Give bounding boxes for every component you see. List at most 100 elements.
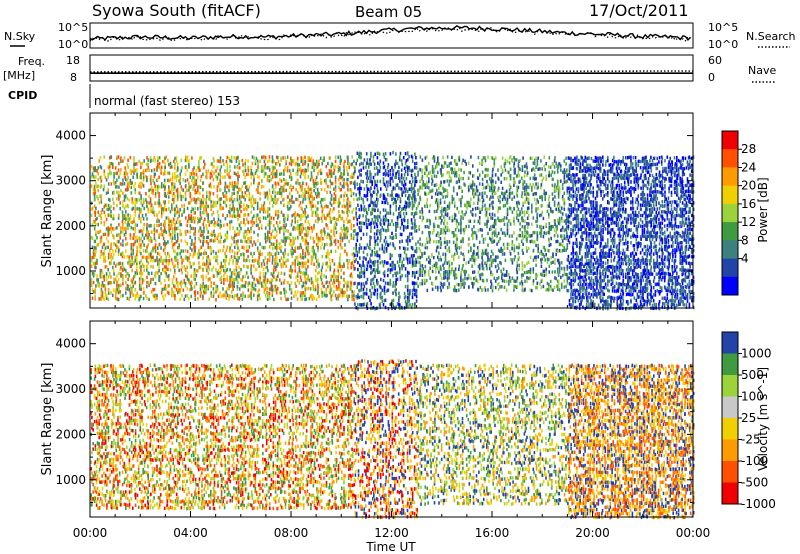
range-cell [309,178,312,182]
range-cell [360,288,363,292]
range-cell [314,255,317,260]
range-cell [205,290,207,294]
range-cell [329,216,332,220]
range-cell [334,238,337,243]
noise-left-tick-bottom: 10^0 [58,38,88,51]
range-cell [385,180,388,184]
range-cell [180,185,183,189]
range-cell [103,249,106,253]
range-cell [105,264,108,269]
range-cell [396,170,399,174]
nsky-label: N.Sky [4,30,36,43]
range-cell [93,249,96,253]
range-cell [338,262,340,266]
range-cell [152,265,154,269]
range-cell [314,181,317,186]
range-cell [146,222,148,227]
range-cell [173,249,175,253]
range-cell [235,156,238,160]
range-cell [448,276,450,280]
range-cell [443,228,446,233]
range-cell [288,283,291,288]
range-cell [134,182,137,186]
range-cell [174,172,176,176]
range-cell [448,249,451,254]
range-cell [341,264,344,269]
range-cell [256,159,259,163]
range-cell [97,230,99,235]
range-cell [333,229,335,233]
range-cell [415,229,418,233]
range-cell [107,190,109,194]
range-cell [456,192,458,196]
range-cell [279,230,281,234]
range-cell [145,192,147,196]
range-cell [202,274,204,278]
range-cell [206,172,208,176]
range-cell [132,248,134,252]
range-cell [224,255,227,259]
range-cell [311,258,314,262]
range-cell [210,291,212,295]
range-cell [199,287,202,291]
range-cell [409,201,411,205]
range-cell [94,297,96,301]
range-cell [436,198,438,202]
range-cell [110,161,113,166]
range-cell [304,190,307,195]
range-cell [309,191,312,196]
range-cell [385,289,388,293]
range-cell [250,264,253,268]
range-cell [168,274,170,278]
range-cell [244,284,246,288]
range-cell [220,235,223,239]
range-cell [298,163,301,167]
range-cell [426,218,429,222]
range-cell [274,172,276,176]
range-cell [419,215,421,219]
range-cell [165,261,168,265]
range-cell [311,294,314,298]
range-cell [280,156,282,160]
range-cell [433,228,435,233]
range-cell [333,268,336,272]
range-cell [415,288,418,293]
range-cell [171,227,174,231]
range-cell [191,178,193,183]
range-cell [344,191,346,195]
range-cell [302,192,304,196]
range-cell [373,190,376,194]
range-cell [193,245,195,250]
range-cell [460,285,462,289]
range-cell [235,182,238,186]
range-cell [244,294,246,298]
range-cell [357,282,359,286]
range-cell [339,155,342,159]
range-cell [439,285,442,290]
range-cell [267,258,269,262]
range-cell [103,184,106,188]
range-cell [141,203,144,208]
range-cell [299,166,302,170]
range-cell [209,176,212,180]
range-cell [372,201,375,205]
range-cell [215,284,217,288]
range-cell [230,195,233,199]
range-cell [146,275,148,279]
range-cell [352,175,355,179]
range-cell [134,207,136,211]
range-cell [212,239,215,243]
range-cell [441,164,443,168]
range-cell [379,166,382,170]
range-cell [376,166,378,170]
range-cell [310,207,313,211]
range-cell [268,220,271,225]
range-cell [150,249,153,254]
range-cell [96,184,98,189]
range-cell [262,216,265,220]
range-cell [462,158,464,162]
range-cell [209,277,212,281]
range-cell [340,233,342,237]
range-cell [162,200,165,204]
range-cell [404,200,407,204]
